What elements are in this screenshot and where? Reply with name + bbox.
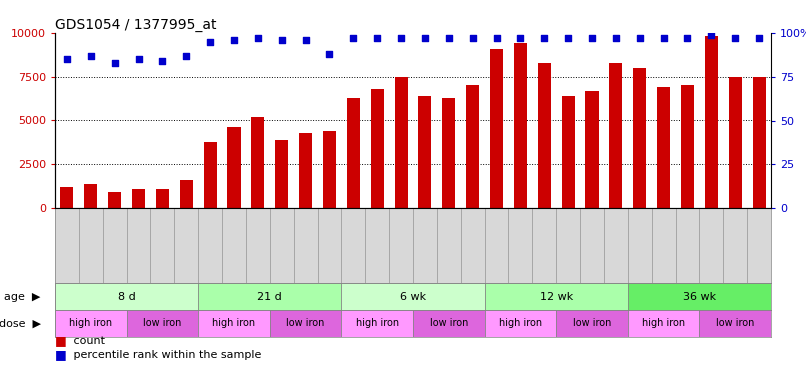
Text: age  ▶: age ▶ (4, 291, 40, 302)
Text: ■: ■ (55, 334, 67, 348)
Point (466, 35, 479, 41)
Point (538, 35, 550, 41)
Text: low iron: low iron (430, 318, 468, 328)
Point (204, 39, 217, 45)
Text: dose  ▶: dose ▶ (0, 318, 40, 328)
Text: GDS1054 / 1377995_at: GDS1054 / 1377995_at (55, 18, 217, 32)
Bar (657, 87, 670, 208)
Bar (490, 49, 503, 208)
Text: high iron: high iron (355, 318, 399, 328)
Point (418, 35, 431, 41)
Text: high iron: high iron (213, 318, 256, 328)
Point (347, 35, 359, 41)
Bar (127, 310, 198, 337)
Bar (156, 189, 169, 208)
Bar (418, 96, 431, 208)
Point (729, 35, 742, 41)
Point (371, 35, 384, 41)
Bar (371, 89, 384, 208)
Bar (227, 128, 240, 208)
Text: count: count (69, 336, 105, 346)
Bar (753, 77, 766, 208)
Text: high iron: high iron (69, 318, 112, 328)
Point (395, 35, 408, 41)
Text: low iron: low iron (716, 318, 754, 328)
Bar (198, 310, 270, 337)
Point (323, 51, 336, 57)
Bar (413, 310, 484, 337)
Point (705, 32, 718, 38)
Bar (342, 283, 484, 310)
Bar (562, 96, 575, 208)
Bar (628, 310, 700, 337)
Bar (729, 77, 742, 208)
Bar (108, 192, 121, 208)
Point (276, 37, 289, 43)
Bar (198, 283, 342, 310)
Bar (275, 140, 289, 208)
Bar (299, 133, 312, 208)
Bar (55, 310, 127, 337)
Point (108, 60, 121, 66)
Bar (628, 283, 771, 310)
Point (251, 35, 264, 41)
Bar (251, 117, 264, 208)
Bar (60, 187, 73, 208)
Text: low iron: low iron (143, 318, 181, 328)
Bar (204, 141, 217, 208)
Bar (466, 86, 480, 208)
Bar (442, 98, 455, 208)
Point (657, 35, 670, 41)
Text: 8 d: 8 d (118, 291, 135, 302)
Point (442, 35, 455, 41)
Point (585, 35, 598, 41)
Text: 36 wk: 36 wk (683, 291, 716, 302)
Point (156, 58, 168, 64)
Text: percentile rank within the sample: percentile rank within the sample (69, 350, 261, 360)
Bar (634, 68, 646, 208)
Point (180, 53, 193, 59)
Point (634, 35, 646, 41)
Point (753, 35, 766, 41)
Bar (514, 44, 527, 208)
Bar (585, 91, 599, 208)
Bar (681, 86, 694, 208)
Text: 12 wk: 12 wk (539, 291, 573, 302)
Bar (538, 63, 550, 208)
Bar (700, 310, 771, 337)
Bar (484, 310, 556, 337)
Text: low iron: low iron (573, 318, 611, 328)
Point (227, 37, 240, 43)
Bar (704, 36, 718, 208)
Point (514, 35, 527, 41)
Bar (609, 63, 622, 208)
Text: ■: ■ (55, 348, 67, 361)
Bar (556, 310, 628, 337)
Text: high iron: high iron (642, 318, 685, 328)
Bar (394, 77, 408, 208)
Point (609, 35, 622, 41)
Bar (484, 283, 628, 310)
Bar (347, 98, 360, 208)
Bar (342, 310, 413, 337)
Point (681, 35, 694, 41)
Bar (132, 189, 145, 208)
Point (132, 56, 145, 62)
Text: low iron: low iron (286, 318, 325, 328)
Point (562, 35, 575, 41)
Bar (323, 131, 336, 208)
Point (299, 37, 312, 43)
Text: 6 wk: 6 wk (400, 291, 426, 302)
Point (85, 53, 98, 59)
Bar (85, 184, 98, 208)
Text: 21 d: 21 d (257, 291, 282, 302)
Bar (180, 180, 193, 208)
Point (60, 56, 73, 62)
Text: high iron: high iron (499, 318, 542, 328)
Bar (55, 283, 198, 310)
Point (490, 35, 503, 41)
Bar (270, 310, 342, 337)
